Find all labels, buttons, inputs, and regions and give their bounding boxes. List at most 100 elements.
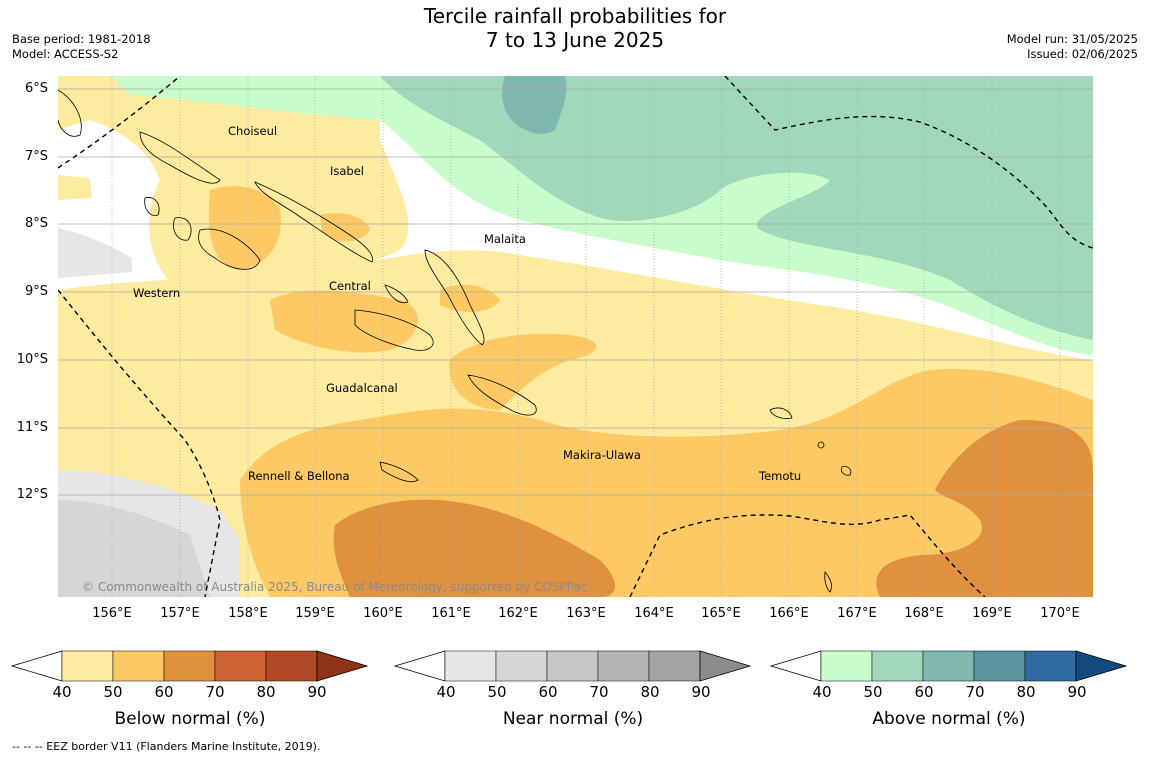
colorbar-right-extend [316, 650, 369, 682]
place-guadalcanal: Guadalcanal [326, 381, 398, 395]
lon-label: 160°E [363, 606, 403, 621]
near-40-region-west [58, 228, 132, 278]
cbar-tick: 90 [691, 683, 711, 701]
place-rennell-bellona: Rennell & Bellona [248, 469, 350, 483]
lon-label: 170°E [1040, 606, 1080, 621]
lat-label: 6°S [24, 81, 48, 96]
lon-label: 156°E [92, 606, 132, 621]
colorbar-swatch [163, 650, 216, 682]
colorbar-above-normal [769, 650, 1128, 682]
colorbar-swatch [444, 650, 497, 682]
issued-date: Issued: 02/06/2025 [1027, 47, 1138, 61]
below-50-region-north [208, 186, 281, 270]
base-period: Base period: 1981-2018 [12, 32, 151, 46]
place-western: Western [133, 286, 181, 300]
model-run: Model run: 31/05/2025 [1006, 32, 1138, 46]
colorbar-swatch [922, 650, 975, 682]
cbar-tick: 50 [103, 683, 123, 701]
colorbar-left-extend [393, 650, 446, 682]
colorbar-near-normal [393, 650, 752, 682]
place-malaita: Malaita [484, 232, 526, 246]
colorbar-near-title: Near normal (%) [502, 709, 644, 729]
place-central: Central [329, 279, 371, 293]
lat-label: 12°S [16, 487, 48, 502]
cbar-tick: 60 [914, 683, 934, 701]
metadata-right: Model run: 31/05/2025 Issued: 02/06/2025 [1007, 32, 1138, 62]
colorbar-swatch [871, 650, 924, 682]
colorbar-swatch [495, 650, 548, 682]
below-50-region-mid [449, 333, 597, 410]
colorbar-swatch [597, 650, 650, 682]
eez-borders [58, 76, 1093, 597]
title-line-2: 7 to 13 June 2025 [485, 28, 665, 52]
lon-label: 167°E [837, 606, 877, 621]
lon-label: 159°E [295, 606, 335, 621]
below-60-region-south [333, 499, 615, 597]
lon-label: 166°E [769, 606, 809, 621]
colorbar-right-extend [1075, 650, 1128, 682]
below-50-region-temotu [320, 213, 370, 242]
lon-label: 169°E [972, 606, 1012, 621]
cbar-tick: 40 [812, 683, 832, 701]
probability-fields [58, 76, 1093, 597]
cbar-tick: 80 [256, 683, 276, 701]
below-40-north [58, 76, 409, 285]
eez-footnote: -- -- -- EEZ border V11 (Flanders Marine… [12, 740, 321, 753]
colorbar-left-extend [769, 650, 822, 682]
above-60-region [501, 76, 567, 134]
colorbar-left-extend [10, 650, 63, 682]
metadata-left: Base period: 1981-2018 Model: ACCESS-S2 [12, 32, 151, 62]
cbar-tick: 80 [1016, 683, 1036, 701]
colorbar-above-title: Above normal (%) [872, 709, 1026, 729]
place-isabel: Isabel [330, 164, 365, 178]
copyright-notice: © Commonwealth of Australia 2025, Bureau… [82, 580, 588, 594]
lat-label: 9°S [24, 284, 48, 299]
colorbar-swatch [265, 650, 318, 682]
colorbar-swatch [648, 650, 701, 682]
lat-label: 7°S [24, 149, 48, 164]
below-50-region-west [270, 290, 419, 353]
cbar-tick: 90 [307, 683, 327, 701]
cbar-tick: 40 [436, 683, 456, 701]
lon-label: 164°E [634, 606, 674, 621]
cbar-tick: 70 [965, 683, 985, 701]
colorbar-right-extend [699, 650, 752, 682]
place-temotu: Temotu [759, 469, 802, 483]
colorbar-swatch [214, 650, 267, 682]
lon-label: 168°E [904, 606, 944, 621]
model-name: Model: ACCESS-S2 [12, 47, 119, 61]
place-makira-ulawa: Makira-Ulawa [563, 448, 641, 462]
title-line-1: Tercile rainfall probabilities for [423, 4, 727, 28]
lon-label: 162°E [498, 606, 538, 621]
colorbar-swatch [546, 650, 599, 682]
cbar-tick: 50 [863, 683, 883, 701]
graticule [58, 76, 1093, 597]
lat-label: 8°S [24, 216, 48, 231]
near-50-region [58, 500, 210, 597]
colorbar-below-title: Below normal (%) [114, 709, 266, 729]
lon-label: 157°E [160, 606, 200, 621]
above-50-region [380, 76, 1093, 340]
below-50-region-patch [440, 284, 500, 312]
below-60-region-east [876, 420, 1093, 597]
island-outlines [58, 89, 852, 593]
lon-label: 161°E [431, 606, 471, 621]
colorbar-swatch [973, 650, 1026, 682]
below-40-left-blob [58, 175, 92, 200]
cbar-tick: 40 [52, 683, 72, 701]
cbar-tick: 80 [640, 683, 660, 701]
colorbar-swatch [61, 650, 114, 682]
map-title: Tercile rainfall probabilities for 7 to … [0, 4, 1150, 52]
lon-label: 163°E [566, 606, 606, 621]
cbar-tick: 70 [589, 683, 609, 701]
lon-label: 158°E [228, 606, 268, 621]
cbar-tick: 50 [487, 683, 507, 701]
cbar-tick: 90 [1067, 683, 1087, 701]
lat-label: 10°S [16, 352, 48, 367]
colorbar-below-normal [10, 650, 369, 682]
cbar-tick: 60 [154, 683, 174, 701]
lat-label: 11°S [16, 420, 48, 435]
colorbar-swatch [1024, 650, 1077, 682]
cbar-tick: 70 [205, 683, 225, 701]
